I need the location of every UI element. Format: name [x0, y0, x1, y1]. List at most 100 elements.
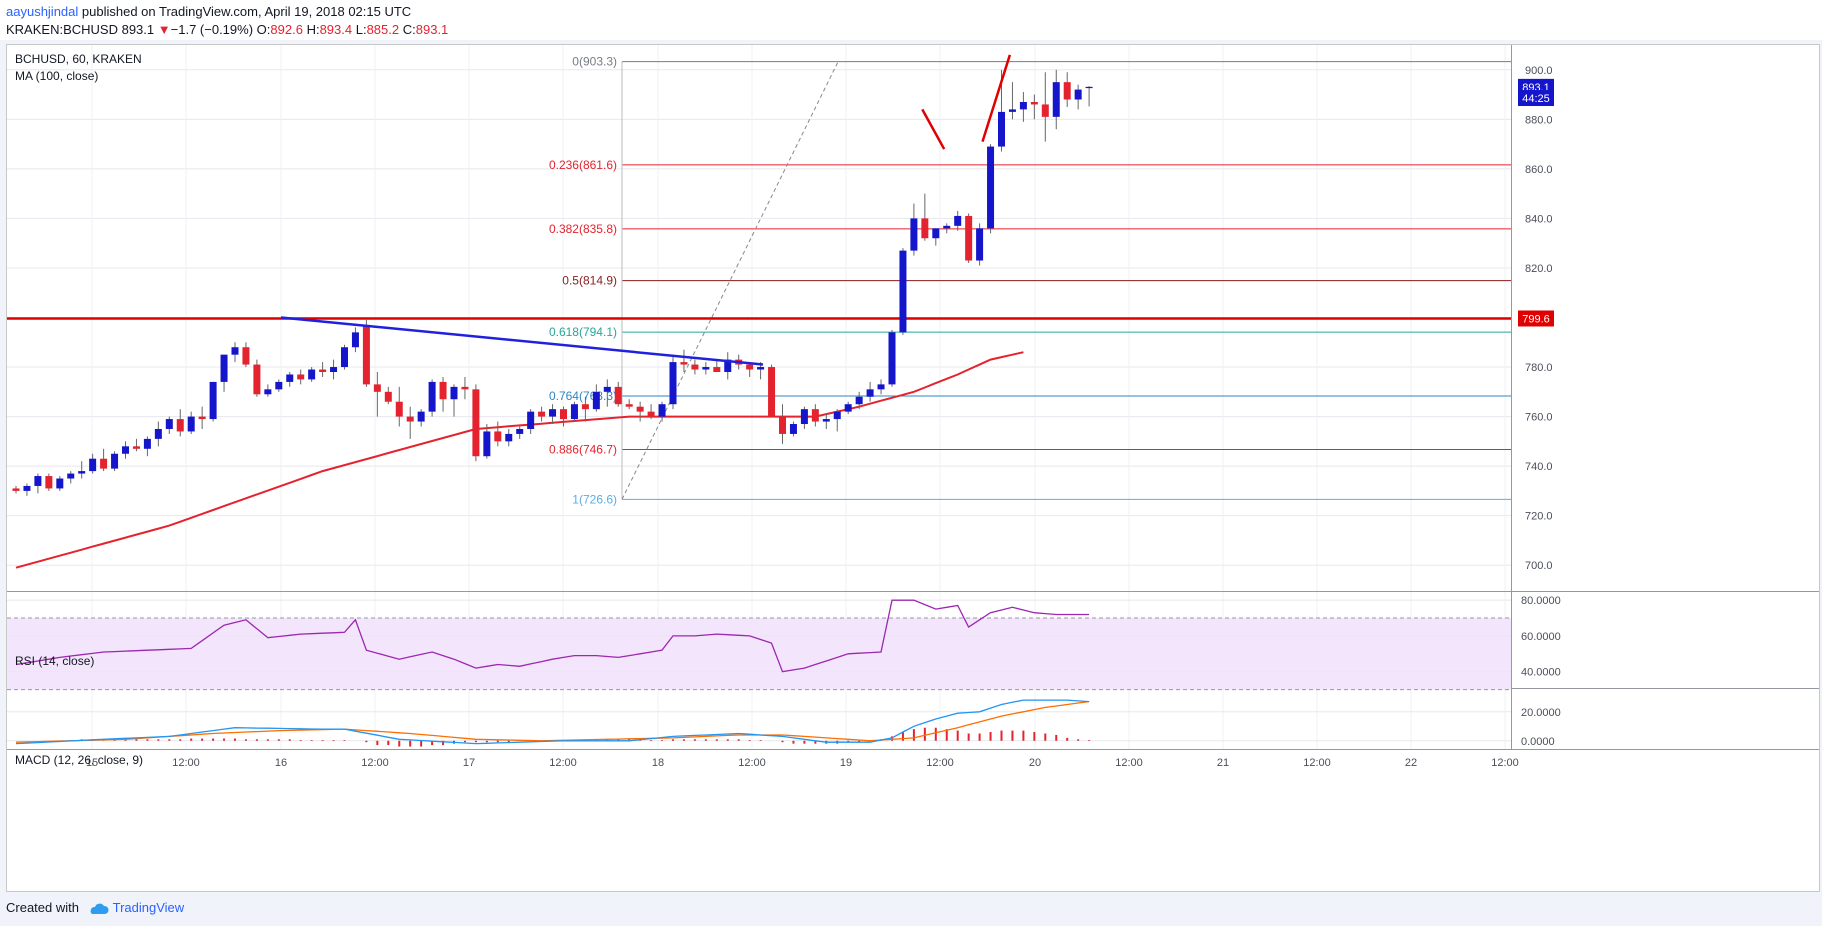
candle	[176, 409, 184, 437]
candle	[822, 414, 830, 429]
candle	[768, 364, 776, 417]
candle-body	[899, 250, 907, 333]
candle-body	[286, 374, 294, 382]
candle	[855, 391, 863, 410]
candle-body	[943, 225, 951, 229]
candle	[209, 381, 217, 422]
price-badge-text: 44:25	[1522, 93, 1550, 105]
published-text: published on TradingView.com, April 19, …	[78, 4, 412, 19]
candle-body	[505, 433, 513, 442]
ma-layer	[15, 351, 1024, 569]
candle	[494, 421, 502, 447]
candle-body	[472, 389, 480, 457]
candle	[976, 223, 984, 266]
rsi-line	[15, 599, 1090, 673]
down-arrow-icon: ▼	[157, 22, 171, 37]
candle-body	[1008, 109, 1016, 112]
candle-body	[527, 411, 535, 429]
candle-body	[855, 396, 863, 405]
candle-body	[187, 416, 195, 432]
candle	[680, 349, 688, 372]
publish-line: aayushjindal published on TradingView.co…	[6, 4, 411, 19]
candle-body	[111, 453, 119, 469]
price-tick-label: 900.0	[1525, 65, 1553, 77]
price-tick-label: 740.0	[1525, 461, 1553, 473]
fib-level-label: 0.382(835.8)	[549, 222, 617, 236]
candle-body	[176, 419, 184, 432]
candle-body	[713, 367, 721, 372]
candle	[275, 379, 283, 392]
candle-body	[603, 386, 611, 392]
candle	[187, 411, 195, 434]
candle-body	[877, 384, 885, 390]
candle-body	[976, 228, 984, 261]
fib-level-label: 0.5(814.9)	[562, 274, 617, 288]
candle	[636, 401, 644, 422]
chart-container[interactable]: 0(903.3) 0.236(861.6) 0.382(835.8) 0.5(814.…	[6, 44, 1820, 892]
candle-body	[1052, 82, 1060, 117]
time-tick-label: 15	[86, 757, 98, 769]
candle-body	[122, 446, 129, 454]
candle	[264, 384, 272, 397]
candle-body	[658, 404, 666, 417]
author-link[interactable]: aayushjindal	[6, 4, 79, 19]
candle	[1008, 82, 1016, 120]
ma-indicator-label: MA (100, close)	[15, 69, 98, 83]
candle	[1019, 92, 1027, 122]
candle	[614, 381, 622, 407]
tradingview-link[interactable]: TradingView	[112, 900, 185, 915]
candle	[111, 451, 119, 472]
candle	[384, 386, 392, 405]
candle-body	[165, 419, 173, 429]
candle-body	[242, 347, 250, 365]
chart-svg[interactable]: 0(903.3) 0.236(861.6) 0.382(835.8) 0.5(814.…	[7, 45, 1819, 891]
candle-body	[779, 416, 786, 434]
candle-body	[1030, 101, 1038, 105]
candle	[800, 406, 808, 429]
candle-body	[198, 416, 206, 420]
candle-body	[636, 406, 644, 412]
candle-body	[395, 401, 403, 417]
candle	[461, 376, 469, 400]
time-tick-label: 12:00	[1491, 757, 1519, 769]
candle-body	[406, 416, 414, 422]
candle	[341, 344, 348, 370]
candle	[362, 319, 370, 387]
rsi-tick-label: 60.0000	[1521, 631, 1561, 643]
candle	[877, 379, 885, 395]
price-tick-label: 760.0	[1525, 412, 1553, 424]
candle-body	[538, 411, 546, 417]
candle	[122, 441, 129, 459]
candle	[373, 372, 381, 417]
candle	[351, 327, 359, 353]
candle	[592, 384, 600, 412]
candle-body	[560, 409, 567, 420]
candle-body	[549, 409, 557, 417]
candle	[691, 359, 699, 375]
candle	[154, 421, 162, 447]
tradingview-cloud-icon	[90, 903, 109, 914]
candle	[910, 203, 918, 256]
footer: Created with TradingView	[6, 900, 184, 915]
candle	[746, 362, 754, 377]
rsi-label: RSI (14, close)	[15, 654, 94, 668]
rsi-layer	[7, 599, 1511, 691]
candle-body	[89, 458, 97, 472]
rsi-band	[7, 618, 1511, 690]
candle-body	[275, 381, 283, 390]
candle	[844, 401, 852, 415]
candle-body	[702, 367, 710, 370]
candle	[220, 354, 228, 392]
candle-body	[373, 384, 381, 392]
candle-body	[768, 367, 776, 417]
candle-body	[614, 386, 622, 405]
rsi-tick-label: 80.0000	[1521, 595, 1561, 607]
time-tick-label: 22	[1405, 757, 1417, 769]
macd-label: MACD (12, 26, close, 9)	[15, 753, 143, 767]
macd-tick-label: 20.0000	[1521, 707, 1561, 719]
candle-body	[12, 488, 20, 491]
candle	[132, 438, 140, 452]
fibonacci-layer: 0(903.3) 0.236(861.6) 0.382(835.8) 0.5(814.…	[7, 55, 1511, 506]
candle-body	[1085, 86, 1093, 89]
time-tick-label: 16	[275, 757, 287, 769]
